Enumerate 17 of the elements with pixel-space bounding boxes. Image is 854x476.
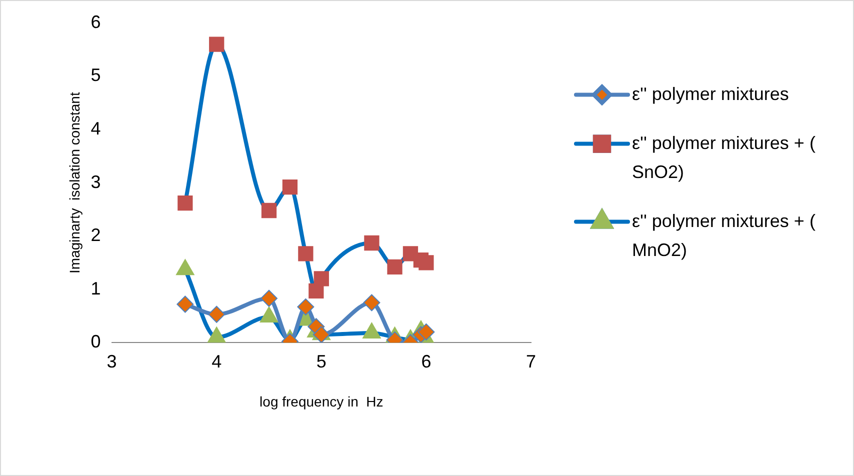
y-tick-label: 3 <box>90 172 101 192</box>
y-axis-title: Imaginarty isolation constant <box>66 92 82 274</box>
x-tick-label: 5 <box>316 351 326 372</box>
y-tick-label: 0 <box>90 332 101 352</box>
x-axis-title: log frequency in Hz <box>260 393 384 410</box>
legend-label: ε'' polymer mixtures + ( MnO2) <box>632 210 816 260</box>
y-tick-label: 6 <box>90 12 101 32</box>
y-tick-label: 5 <box>90 65 101 86</box>
x-tick-label: 3 <box>106 351 117 372</box>
y-tick-label: 2 <box>90 225 101 246</box>
x-tick-label: 7 <box>526 351 536 372</box>
x-tick-label: 6 <box>421 351 432 372</box>
legend-label: ε'' polymer mixtures <box>632 84 789 104</box>
y-tick-label: 4 <box>90 118 101 138</box>
y-tick-label: 1 <box>90 278 101 298</box>
legend-label: ε'' polymer mixtures + ( SnO2) <box>632 132 816 182</box>
x-tick-label: 4 <box>212 351 222 372</box>
